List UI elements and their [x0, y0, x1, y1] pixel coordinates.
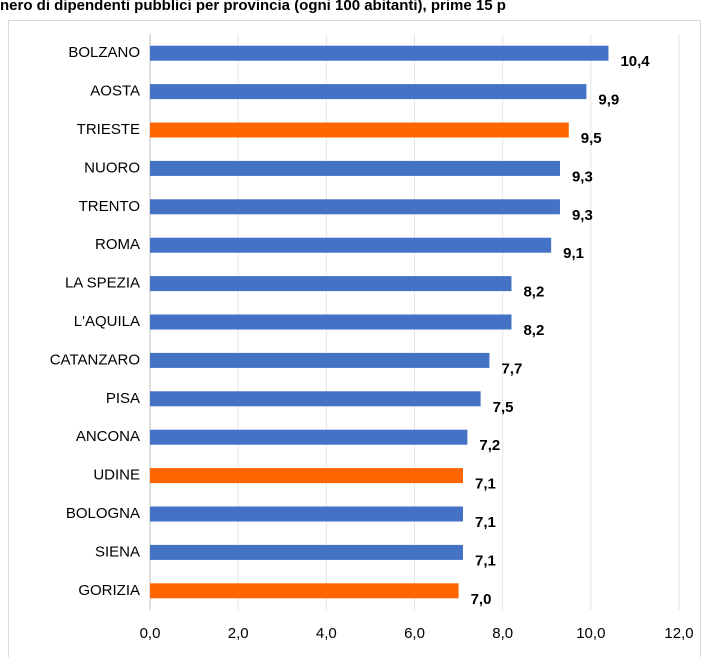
y-tick-label: TRENTO [79, 198, 140, 215]
y-tick-label: BOLZANO [68, 44, 140, 61]
x-tick-label: 0,0 [140, 625, 161, 642]
data-label: 7,1 [475, 552, 496, 569]
data-label: 8,2 [523, 284, 544, 301]
data-label: 8,2 [523, 322, 544, 339]
data-label: 7,1 [475, 476, 496, 493]
data-label: 7,0 [471, 591, 492, 608]
y-tick-label: BOLOGNA [66, 505, 140, 522]
bar [150, 122, 569, 138]
y-tick-label: CATANZARO [50, 351, 140, 368]
y-tick-label: SIENA [95, 543, 140, 560]
bar [150, 391, 481, 407]
chart-title: nero di dipendenti pubblici per provinci… [0, 0, 506, 14]
y-tick-label: GORIZIA [78, 582, 140, 599]
y-tick-label: ANCONA [76, 428, 140, 445]
bar [150, 84, 587, 100]
x-tick-label: 4,0 [316, 625, 337, 642]
y-tick-label: AOSTA [90, 83, 140, 100]
y-tick-label: L'AQUILA [74, 313, 140, 330]
bar [150, 468, 463, 484]
data-label: 7,2 [479, 437, 500, 454]
data-label: 9,1 [563, 245, 584, 262]
data-label: 9,3 [572, 168, 593, 185]
bar [150, 237, 552, 253]
bar [150, 276, 512, 292]
x-tick-label: 10,0 [576, 625, 605, 642]
y-tick-label: NUORO [84, 159, 140, 176]
y-tick-label: TRIESTE [77, 121, 140, 138]
y-tick-label: ROMA [95, 236, 140, 253]
bar [150, 45, 609, 61]
bar [150, 544, 463, 560]
data-label: 10,4 [620, 53, 650, 70]
bar [150, 506, 463, 522]
x-tick-label: 6,0 [404, 625, 425, 642]
data-label: 7,5 [493, 399, 514, 416]
bar [150, 583, 459, 599]
x-tick-label: 2,0 [228, 625, 249, 642]
chart-frame [8, 20, 701, 661]
data-label: 9,5 [581, 130, 602, 147]
data-label: 7,7 [501, 360, 522, 377]
y-tick-label: PISA [106, 390, 140, 407]
bar [150, 314, 512, 330]
x-tick-label: 8,0 [492, 625, 513, 642]
data-label: 9,3 [572, 207, 593, 224]
y-tick-label: UDINE [93, 467, 140, 484]
bar [150, 199, 560, 215]
bar [150, 429, 468, 445]
y-tick-label: LA SPEZIA [65, 275, 140, 292]
data-label: 9,9 [598, 92, 619, 109]
data-label: 7,1 [475, 514, 496, 531]
bar [150, 160, 560, 176]
x-tick-label: 12,0 [664, 625, 693, 642]
bar [150, 352, 490, 368]
